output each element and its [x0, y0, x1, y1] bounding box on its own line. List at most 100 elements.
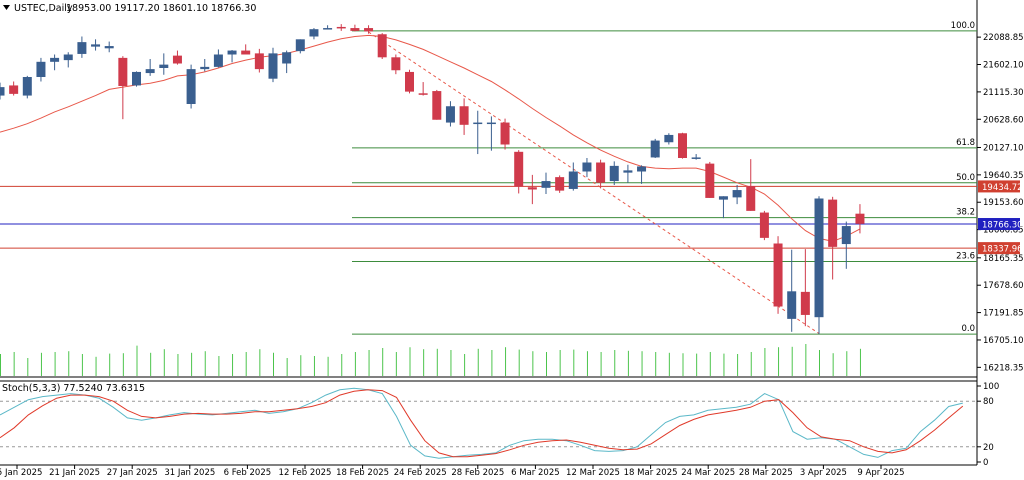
bullish-candle — [637, 165, 647, 184]
stochastic-oscillator: 100 80 20 0 — [0, 382, 999, 468]
candle-body — [814, 198, 824, 318]
candle-body — [350, 28, 360, 31]
candle-body — [22, 77, 32, 96]
fib-level-label: 50.0 — [956, 173, 975, 183]
candle-body — [514, 151, 524, 187]
bullish-candle — [295, 39, 305, 54]
candle-body — [295, 39, 305, 52]
candle-body — [132, 71, 141, 86]
bullish-candle — [91, 39, 101, 51]
bullish-candle — [22, 75, 32, 99]
bearish-candle — [9, 81, 19, 96]
bearish-candle — [364, 25, 374, 34]
bullish-candle — [77, 36, 87, 58]
trendline[interactable] — [368, 31, 820, 334]
candle-body — [609, 165, 619, 182]
fib-level-label: 100.0 — [951, 21, 975, 31]
candle-body — [200, 66, 210, 70]
bearish-candle — [432, 89, 442, 120]
candle-body — [405, 71, 414, 92]
bearish-candle — [800, 249, 810, 327]
candle-body — [336, 26, 346, 29]
candle-body — [473, 122, 483, 125]
candle-body — [77, 42, 87, 54]
bullish-candle — [50, 54, 60, 71]
bearish-candle — [828, 196, 838, 280]
candle-body — [63, 54, 73, 61]
bullish-candle — [186, 64, 196, 109]
candle-body — [418, 93, 428, 95]
candle-body — [500, 122, 510, 145]
price-tick-label: 18666.85 — [983, 226, 1024, 236]
candle-body — [555, 177, 565, 191]
candle-body — [746, 186, 756, 211]
bullish-candle — [664, 133, 674, 145]
candle-body — [773, 243, 783, 307]
candle-body — [309, 29, 319, 37]
candle-body — [50, 57, 60, 62]
candle-body — [732, 190, 742, 198]
bearish-candle — [336, 24, 346, 31]
fibonacci-retracement[interactable]: 100.0 61.8 50.0 38.2 23.6 0.0 — [352, 21, 977, 335]
candle-body — [282, 52, 292, 64]
bullish-candle — [732, 185, 742, 205]
bullish-candle — [814, 196, 824, 335]
bearish-candle — [746, 159, 756, 211]
date-tick-label: 15 Jan 2025 — [0, 468, 42, 478]
date-tick-label: 12 Mar 2025 — [566, 468, 620, 478]
bullish-candle — [609, 161, 619, 185]
bearish-candle — [527, 174, 537, 205]
bearish-candle — [678, 132, 687, 159]
candle-body — [432, 91, 442, 120]
price-tick-label: 16705.10 — [983, 336, 1024, 346]
candle-body — [637, 166, 647, 172]
triangle-down-icon[interactable] — [3, 5, 10, 10]
price-tick-label: 20628.60 — [983, 115, 1024, 125]
bearish-candle — [759, 210, 769, 241]
ohlc-values: 18953.00 19117.20 18601.10 18766.30 — [66, 3, 256, 14]
bullish-candle — [104, 41, 114, 53]
candle-body — [486, 122, 496, 125]
candle-body — [268, 53, 278, 79]
stoch-axis-label: 100 — [983, 382, 999, 392]
bearish-candle — [555, 175, 565, 193]
candle-body — [582, 162, 592, 172]
candle-body — [0, 87, 5, 96]
date-tick-label: 27 Jan 2025 — [107, 468, 158, 478]
candle-body — [391, 57, 401, 71]
bullish-candle — [473, 110, 483, 155]
candle-body — [159, 64, 169, 68]
candle-body — [800, 291, 810, 315]
trendline-dashed[interactable] — [368, 31, 820, 334]
candle-body — [541, 181, 551, 188]
candle-body — [841, 226, 851, 245]
bearish-candle — [773, 236, 783, 314]
bullish-candle — [0, 82, 5, 100]
ma-line — [0, 34, 861, 242]
candle-body — [445, 106, 455, 123]
bearish-candle — [705, 161, 715, 198]
bearish-candle — [596, 159, 606, 189]
stoch-signal-line — [0, 389, 964, 458]
current-price-tag-bg — [978, 218, 1020, 231]
bearish-candle — [118, 56, 128, 120]
current-price-tag: 18766.30 — [982, 221, 1023, 231]
candle-body — [364, 28, 374, 32]
date-tick-label: 28 Feb 2025 — [451, 468, 504, 478]
price-axis[interactable]: 22088.85 21602.10 21115.30 20628.60 20127.10… — [977, 33, 1024, 373]
bearish-candle — [391, 54, 401, 75]
lower-level-price-tag: 18337.96 — [982, 245, 1023, 255]
candle-body — [241, 50, 251, 55]
horizontal-levels[interactable] — [0, 185, 977, 249]
candle-body — [213, 54, 223, 67]
bullish-candle — [36, 57, 46, 82]
candle-body — [91, 44, 101, 47]
candle-body — [527, 187, 537, 190]
date-axis[interactable]: 15 Jan 2025 21 Jan 2025 27 Jan 2025 31 Jan … — [0, 465, 905, 478]
candle-body — [145, 69, 155, 74]
price-tick-label: 19640.35 — [983, 171, 1024, 181]
bearish-candle — [514, 150, 524, 194]
price-tick-label: 17678.60 — [983, 281, 1024, 291]
